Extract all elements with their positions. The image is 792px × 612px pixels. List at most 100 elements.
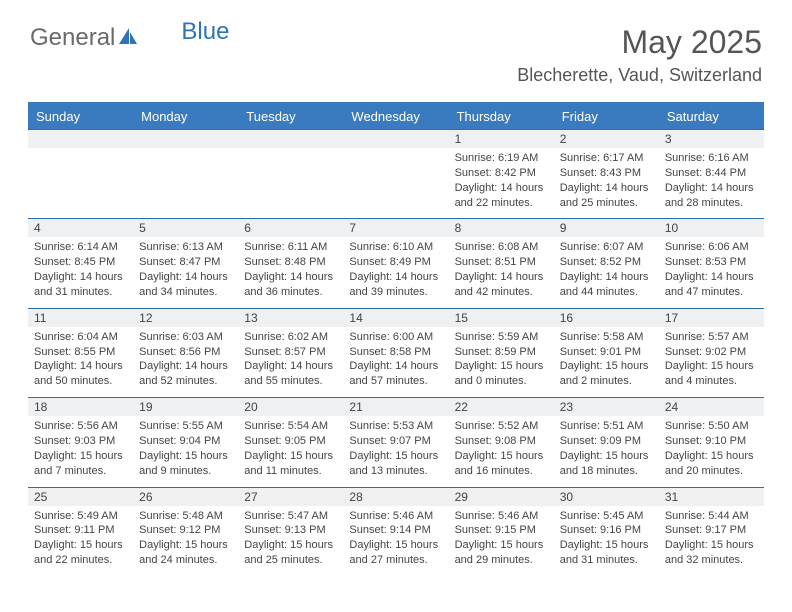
month-title: May 2025 <box>517 24 762 61</box>
sunset-line: Sunset: 9:14 PM <box>349 523 442 538</box>
day-number-cell <box>238 130 343 149</box>
sunset-line: Sunset: 9:08 PM <box>455 434 548 449</box>
day-number-cell: 21 <box>343 398 448 417</box>
day-detail-cell: Sunrise: 5:44 AMSunset: 9:17 PMDaylight:… <box>659 506 764 576</box>
day-number-cell <box>28 130 133 149</box>
day-detail-cell <box>343 148 448 219</box>
sunset-line: Sunset: 8:55 PM <box>34 345 127 360</box>
day-number-cell: 11 <box>28 308 133 327</box>
day-detail-cell: Sunrise: 5:58 AMSunset: 9:01 PMDaylight:… <box>554 327 659 398</box>
day-detail-cell: Sunrise: 6:16 AMSunset: 8:44 PMDaylight:… <box>659 148 764 219</box>
daylight-line: Daylight: 15 hours and 27 minutes. <box>349 538 442 568</box>
day-detail-cell: Sunrise: 5:48 AMSunset: 9:12 PMDaylight:… <box>133 506 238 576</box>
day-detail-cell: Sunrise: 5:59 AMSunset: 8:59 PMDaylight:… <box>449 327 554 398</box>
day-number-cell: 2 <box>554 130 659 149</box>
week-detail-row: Sunrise: 6:04 AMSunset: 8:55 PMDaylight:… <box>28 327 764 398</box>
day-detail-cell: Sunrise: 6:10 AMSunset: 8:49 PMDaylight:… <box>343 237 448 308</box>
day-detail-cell: Sunrise: 6:14 AMSunset: 8:45 PMDaylight:… <box>28 237 133 308</box>
sunset-line: Sunset: 9:16 PM <box>560 523 653 538</box>
week-number-row: 18192021222324 <box>28 398 764 417</box>
day-number-cell: 3 <box>659 130 764 149</box>
daylight-line: Daylight: 14 hours and 52 minutes. <box>139 359 232 389</box>
day-detail-cell <box>133 148 238 219</box>
day-detail-cell: Sunrise: 6:08 AMSunset: 8:51 PMDaylight:… <box>449 237 554 308</box>
sunset-line: Sunset: 9:13 PM <box>244 523 337 538</box>
day-number-cell: 4 <box>28 219 133 238</box>
daylight-line: Daylight: 15 hours and 25 minutes. <box>244 538 337 568</box>
day-number-cell: 27 <box>238 487 343 506</box>
sunrise-line: Sunrise: 5:54 AM <box>244 419 337 434</box>
day-header: Saturday <box>659 103 764 130</box>
daylight-line: Daylight: 14 hours and 47 minutes. <box>665 270 758 300</box>
daylight-line: Daylight: 14 hours and 55 minutes. <box>244 359 337 389</box>
daylight-line: Daylight: 15 hours and 16 minutes. <box>455 449 548 479</box>
daylight-line: Daylight: 15 hours and 18 minutes. <box>560 449 653 479</box>
sunset-line: Sunset: 8:57 PM <box>244 345 337 360</box>
brand-text-blue: Blue <box>181 18 229 46</box>
day-header: Monday <box>133 103 238 130</box>
day-number-cell: 17 <box>659 308 764 327</box>
week-detail-row: Sunrise: 5:49 AMSunset: 9:11 PMDaylight:… <box>28 506 764 576</box>
day-detail-cell: Sunrise: 5:55 AMSunset: 9:04 PMDaylight:… <box>133 416 238 487</box>
sunrise-line: Sunrise: 6:19 AM <box>455 151 548 166</box>
day-number-cell: 8 <box>449 219 554 238</box>
daylight-line: Daylight: 15 hours and 0 minutes. <box>455 359 548 389</box>
daylight-line: Daylight: 15 hours and 13 minutes. <box>349 449 442 479</box>
calendar-table: SundayMondayTuesdayWednesdayThursdayFrid… <box>28 102 764 576</box>
sunrise-line: Sunrise: 5:57 AM <box>665 330 758 345</box>
sunset-line: Sunset: 9:05 PM <box>244 434 337 449</box>
day-detail-cell: Sunrise: 5:50 AMSunset: 9:10 PMDaylight:… <box>659 416 764 487</box>
sunrise-line: Sunrise: 6:17 AM <box>560 151 653 166</box>
day-detail-cell: Sunrise: 6:19 AMSunset: 8:42 PMDaylight:… <box>449 148 554 219</box>
daylight-line: Daylight: 14 hours and 36 minutes. <box>244 270 337 300</box>
daylight-line: Daylight: 14 hours and 31 minutes. <box>34 270 127 300</box>
daylight-line: Daylight: 15 hours and 29 minutes. <box>455 538 548 568</box>
location-label: Blecherette, Vaud, Switzerland <box>517 65 762 86</box>
sunset-line: Sunset: 8:42 PM <box>455 166 548 181</box>
day-detail-cell: Sunrise: 6:07 AMSunset: 8:52 PMDaylight:… <box>554 237 659 308</box>
daylight-line: Daylight: 14 hours and 28 minutes. <box>665 181 758 211</box>
sunset-line: Sunset: 9:07 PM <box>349 434 442 449</box>
day-detail-cell: Sunrise: 5:52 AMSunset: 9:08 PMDaylight:… <box>449 416 554 487</box>
sunset-line: Sunset: 9:12 PM <box>139 523 232 538</box>
week-detail-row: Sunrise: 5:56 AMSunset: 9:03 PMDaylight:… <box>28 416 764 487</box>
daylight-line: Daylight: 15 hours and 31 minutes. <box>560 538 653 568</box>
day-detail-cell: Sunrise: 5:45 AMSunset: 9:16 PMDaylight:… <box>554 506 659 576</box>
day-number-cell: 15 <box>449 308 554 327</box>
sunrise-line: Sunrise: 5:53 AM <box>349 419 442 434</box>
day-detail-cell: Sunrise: 5:46 AMSunset: 9:14 PMDaylight:… <box>343 506 448 576</box>
daylight-line: Daylight: 14 hours and 22 minutes. <box>455 181 548 211</box>
day-detail-cell: Sunrise: 6:03 AMSunset: 8:56 PMDaylight:… <box>133 327 238 398</box>
sunset-line: Sunset: 8:58 PM <box>349 345 442 360</box>
day-header: Tuesday <box>238 103 343 130</box>
daylight-line: Daylight: 15 hours and 20 minutes. <box>665 449 758 479</box>
day-number-cell: 25 <box>28 487 133 506</box>
sunrise-line: Sunrise: 6:11 AM <box>244 240 337 255</box>
sunrise-line: Sunrise: 6:14 AM <box>34 240 127 255</box>
daylight-line: Daylight: 15 hours and 11 minutes. <box>244 449 337 479</box>
daylight-line: Daylight: 14 hours and 57 minutes. <box>349 359 442 389</box>
day-detail-cell: Sunrise: 5:46 AMSunset: 9:15 PMDaylight:… <box>449 506 554 576</box>
sunrise-line: Sunrise: 6:16 AM <box>665 151 758 166</box>
day-header-row: SundayMondayTuesdayWednesdayThursdayFrid… <box>28 103 764 130</box>
day-detail-cell: Sunrise: 5:53 AMSunset: 9:07 PMDaylight:… <box>343 416 448 487</box>
daylight-line: Daylight: 14 hours and 42 minutes. <box>455 270 548 300</box>
sunrise-line: Sunrise: 5:56 AM <box>34 419 127 434</box>
daylight-line: Daylight: 15 hours and 7 minutes. <box>34 449 127 479</box>
sunset-line: Sunset: 8:49 PM <box>349 255 442 270</box>
sunrise-line: Sunrise: 6:08 AM <box>455 240 548 255</box>
sunset-line: Sunset: 8:47 PM <box>139 255 232 270</box>
sunrise-line: Sunrise: 5:46 AM <box>455 509 548 524</box>
sunset-line: Sunset: 9:01 PM <box>560 345 653 360</box>
day-number-cell: 10 <box>659 219 764 238</box>
day-detail-cell: Sunrise: 6:17 AMSunset: 8:43 PMDaylight:… <box>554 148 659 219</box>
sunrise-line: Sunrise: 5:46 AM <box>349 509 442 524</box>
day-number-cell: 30 <box>554 487 659 506</box>
day-detail-cell: Sunrise: 6:04 AMSunset: 8:55 PMDaylight:… <box>28 327 133 398</box>
title-block: May 2025 Blecherette, Vaud, Switzerland <box>517 24 762 86</box>
daylight-line: Daylight: 15 hours and 2 minutes. <box>560 359 653 389</box>
day-detail-cell: Sunrise: 5:49 AMSunset: 9:11 PMDaylight:… <box>28 506 133 576</box>
day-number-cell: 7 <box>343 219 448 238</box>
day-detail-cell: Sunrise: 5:54 AMSunset: 9:05 PMDaylight:… <box>238 416 343 487</box>
day-number-cell: 12 <box>133 308 238 327</box>
